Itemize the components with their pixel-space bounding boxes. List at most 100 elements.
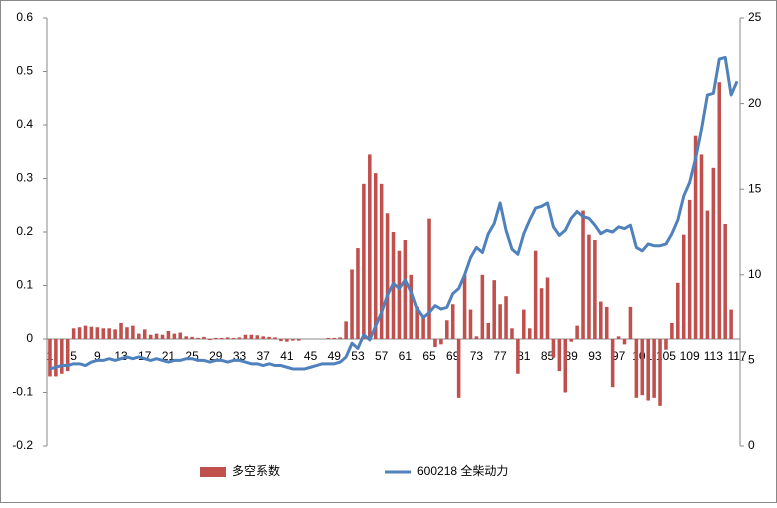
bar bbox=[510, 328, 514, 339]
bar bbox=[581, 210, 585, 339]
y-tick-label: 0.1 bbox=[16, 278, 33, 292]
bar bbox=[107, 328, 111, 339]
bar bbox=[622, 339, 627, 345]
bar bbox=[604, 306, 609, 339]
bar bbox=[397, 250, 402, 339]
bar bbox=[332, 337, 337, 339]
bar bbox=[208, 339, 212, 341]
x-tick-label: 73 bbox=[470, 349, 484, 363]
bar bbox=[65, 339, 70, 372]
y2-tick-label: 25 bbox=[748, 10, 762, 24]
bar bbox=[652, 339, 656, 398]
bar bbox=[634, 339, 639, 398]
bar bbox=[729, 309, 733, 339]
bar bbox=[71, 328, 76, 339]
bar bbox=[196, 337, 200, 339]
y2-tick-label: 0 bbox=[748, 438, 755, 452]
bar bbox=[166, 330, 171, 339]
bar bbox=[450, 304, 455, 339]
bar bbox=[693, 135, 698, 339]
bar bbox=[456, 339, 461, 398]
x-tick-label: 41 bbox=[280, 349, 294, 363]
bar bbox=[445, 320, 449, 339]
y2-tick-label: 20 bbox=[748, 96, 762, 110]
bar bbox=[83, 325, 88, 339]
bar bbox=[137, 333, 141, 339]
bar bbox=[178, 332, 183, 339]
x-tick-label: 49 bbox=[328, 349, 342, 363]
bar bbox=[273, 337, 277, 339]
bar bbox=[279, 339, 283, 342]
bar bbox=[670, 322, 674, 339]
y2-tick-label: 15 bbox=[748, 181, 762, 195]
bar bbox=[95, 327, 100, 339]
x-tick-label: 69 bbox=[446, 349, 460, 363]
bar bbox=[255, 335, 260, 339]
bar bbox=[131, 325, 135, 339]
bar bbox=[219, 337, 224, 339]
y-tick-label: 0.2 bbox=[16, 224, 33, 238]
bar bbox=[504, 296, 508, 339]
bar bbox=[125, 327, 129, 339]
bar bbox=[202, 336, 206, 339]
y-tick-label: 0.4 bbox=[16, 117, 33, 131]
bar bbox=[705, 210, 710, 339]
bar bbox=[676, 282, 680, 339]
line bbox=[49, 55, 739, 371]
bar bbox=[409, 274, 414, 339]
bar bbox=[249, 334, 254, 339]
bar bbox=[184, 336, 188, 339]
x-tick-label: 45 bbox=[304, 349, 318, 363]
bar bbox=[154, 333, 159, 339]
bar bbox=[403, 240, 408, 339]
bar bbox=[439, 339, 443, 345]
bar bbox=[60, 339, 64, 374]
bar bbox=[717, 82, 722, 339]
bar bbox=[462, 274, 467, 339]
y-tick-label: 0.6 bbox=[16, 10, 33, 24]
y-tick-label: 0.5 bbox=[16, 64, 33, 78]
bar bbox=[368, 154, 372, 339]
x-tick-label: 93 bbox=[588, 349, 602, 363]
legend-label: 600218 全柴动力 bbox=[417, 463, 508, 478]
bar bbox=[421, 314, 425, 339]
bar bbox=[326, 337, 331, 339]
bar bbox=[486, 322, 491, 339]
x-tick-label: 5 bbox=[70, 349, 77, 363]
bar bbox=[119, 322, 123, 339]
bar bbox=[427, 218, 431, 339]
x-tick-label: 65 bbox=[422, 349, 436, 363]
bar bbox=[527, 328, 532, 339]
bar bbox=[267, 336, 271, 339]
bar bbox=[433, 339, 437, 348]
bar bbox=[616, 336, 621, 339]
bar bbox=[190, 336, 194, 339]
bar bbox=[593, 240, 597, 339]
legend-swatch bbox=[200, 467, 226, 477]
bar bbox=[350, 269, 354, 339]
x-tick-label: 85 bbox=[541, 349, 555, 363]
bar bbox=[516, 339, 520, 374]
x-tick-label: 77 bbox=[493, 349, 507, 363]
x-tick-label: 81 bbox=[517, 349, 531, 363]
bar bbox=[599, 301, 603, 339]
legend-label: 多空系数 bbox=[232, 463, 280, 478]
bar bbox=[646, 339, 650, 401]
x-tick-label: 113 bbox=[704, 349, 723, 363]
bar bbox=[474, 336, 479, 339]
bar bbox=[664, 339, 668, 350]
x-tick-label: 53 bbox=[351, 349, 365, 363]
bar bbox=[89, 326, 94, 339]
bar bbox=[628, 306, 633, 339]
bar bbox=[640, 339, 645, 396]
bar bbox=[545, 277, 550, 339]
bar bbox=[587, 234, 591, 339]
bar bbox=[296, 339, 301, 341]
bar bbox=[563, 339, 568, 393]
bar bbox=[160, 334, 165, 339]
bar bbox=[142, 329, 147, 339]
bar bbox=[101, 328, 106, 339]
x-tick-label: 89 bbox=[565, 349, 579, 363]
bar bbox=[415, 306, 419, 339]
bar bbox=[373, 173, 378, 339]
